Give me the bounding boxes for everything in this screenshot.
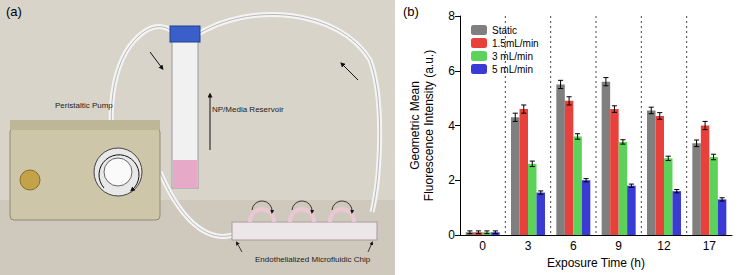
svg-text:0: 0 <box>448 228 455 242</box>
svg-text:5 mL/min: 5 mL/min <box>492 64 533 75</box>
svg-text:8: 8 <box>448 9 455 23</box>
svg-text:9: 9 <box>615 239 622 253</box>
svg-text:2: 2 <box>448 173 455 187</box>
svg-text:3 mL/min: 3 mL/min <box>492 51 533 62</box>
svg-text:Fluorescence Intensity (a.u.): Fluorescence Intensity (a.u.) <box>422 50 436 201</box>
svg-text:1.5mL/min: 1.5mL/min <box>492 38 539 49</box>
svg-text:(a): (a) <box>6 4 22 19</box>
svg-text:3: 3 <box>525 239 532 253</box>
svg-text:Static: Static <box>492 25 517 36</box>
svg-text:6: 6 <box>448 64 455 78</box>
svg-text:12: 12 <box>657 239 671 253</box>
svg-text:Geometric Mean: Geometric Mean <box>408 81 422 170</box>
svg-text:NP/Media Reservoir: NP/Media Reservoir <box>212 105 284 114</box>
svg-text:Peristaltic Pump: Peristaltic Pump <box>55 101 113 110</box>
svg-text:0: 0 <box>479 239 486 253</box>
svg-text:(b): (b) <box>403 4 419 19</box>
svg-text:Exposure Time (h): Exposure Time (h) <box>547 256 645 270</box>
svg-text:17: 17 <box>703 239 717 253</box>
svg-text:6: 6 <box>570 239 577 253</box>
svg-text:4: 4 <box>448 119 455 133</box>
svg-text:Endothelialized Microfluidic C: Endothelialized Microfluidic Chip <box>255 255 371 264</box>
